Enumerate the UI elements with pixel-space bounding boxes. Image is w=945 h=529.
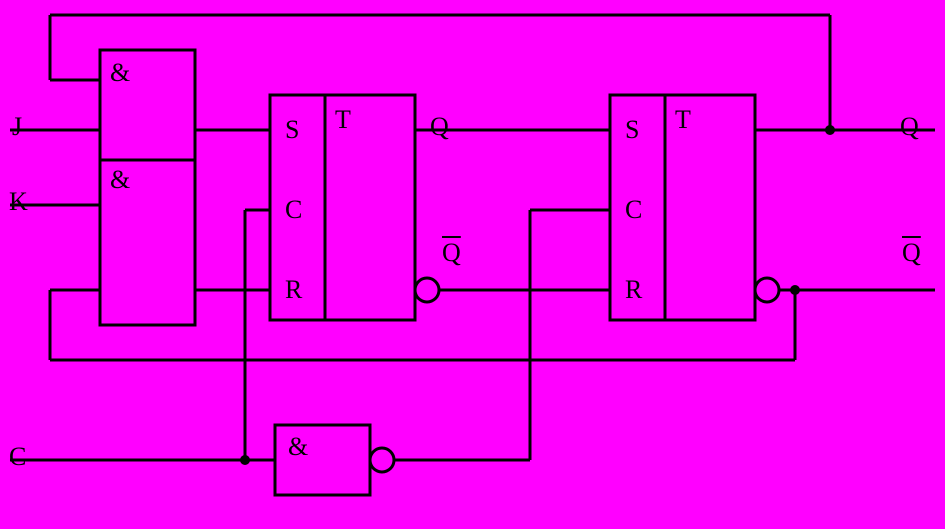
label-s1: S: [285, 115, 299, 145]
label-c1: C: [285, 195, 302, 225]
label-r2: R: [625, 275, 642, 305]
label-k: K: [9, 187, 28, 217]
label-j: J: [12, 112, 22, 142]
label-s2: S: [625, 115, 639, 145]
label-amp-2: &: [110, 165, 130, 195]
label-q-out: Q: [900, 112, 919, 142]
label-qb-out: Q: [902, 238, 921, 268]
label-t1: T: [335, 105, 351, 135]
label-c2: C: [625, 195, 642, 225]
label-qb1: Q: [442, 238, 461, 268]
label-t2: T: [675, 105, 691, 135]
label-amp-3: &: [288, 432, 308, 462]
circuit-diagram: [0, 0, 945, 529]
junction-q: [825, 125, 835, 135]
bubble-sr1-qbar: [415, 278, 439, 302]
label-r1: R: [285, 275, 302, 305]
label-amp-1: &: [110, 58, 130, 88]
junction-c: [240, 455, 250, 465]
junction-qb: [790, 285, 800, 295]
label-q1: Q: [430, 112, 449, 142]
bubble-sr2-qbar: [755, 278, 779, 302]
label-c: C: [9, 442, 26, 472]
bubble-inverter: [370, 448, 394, 472]
